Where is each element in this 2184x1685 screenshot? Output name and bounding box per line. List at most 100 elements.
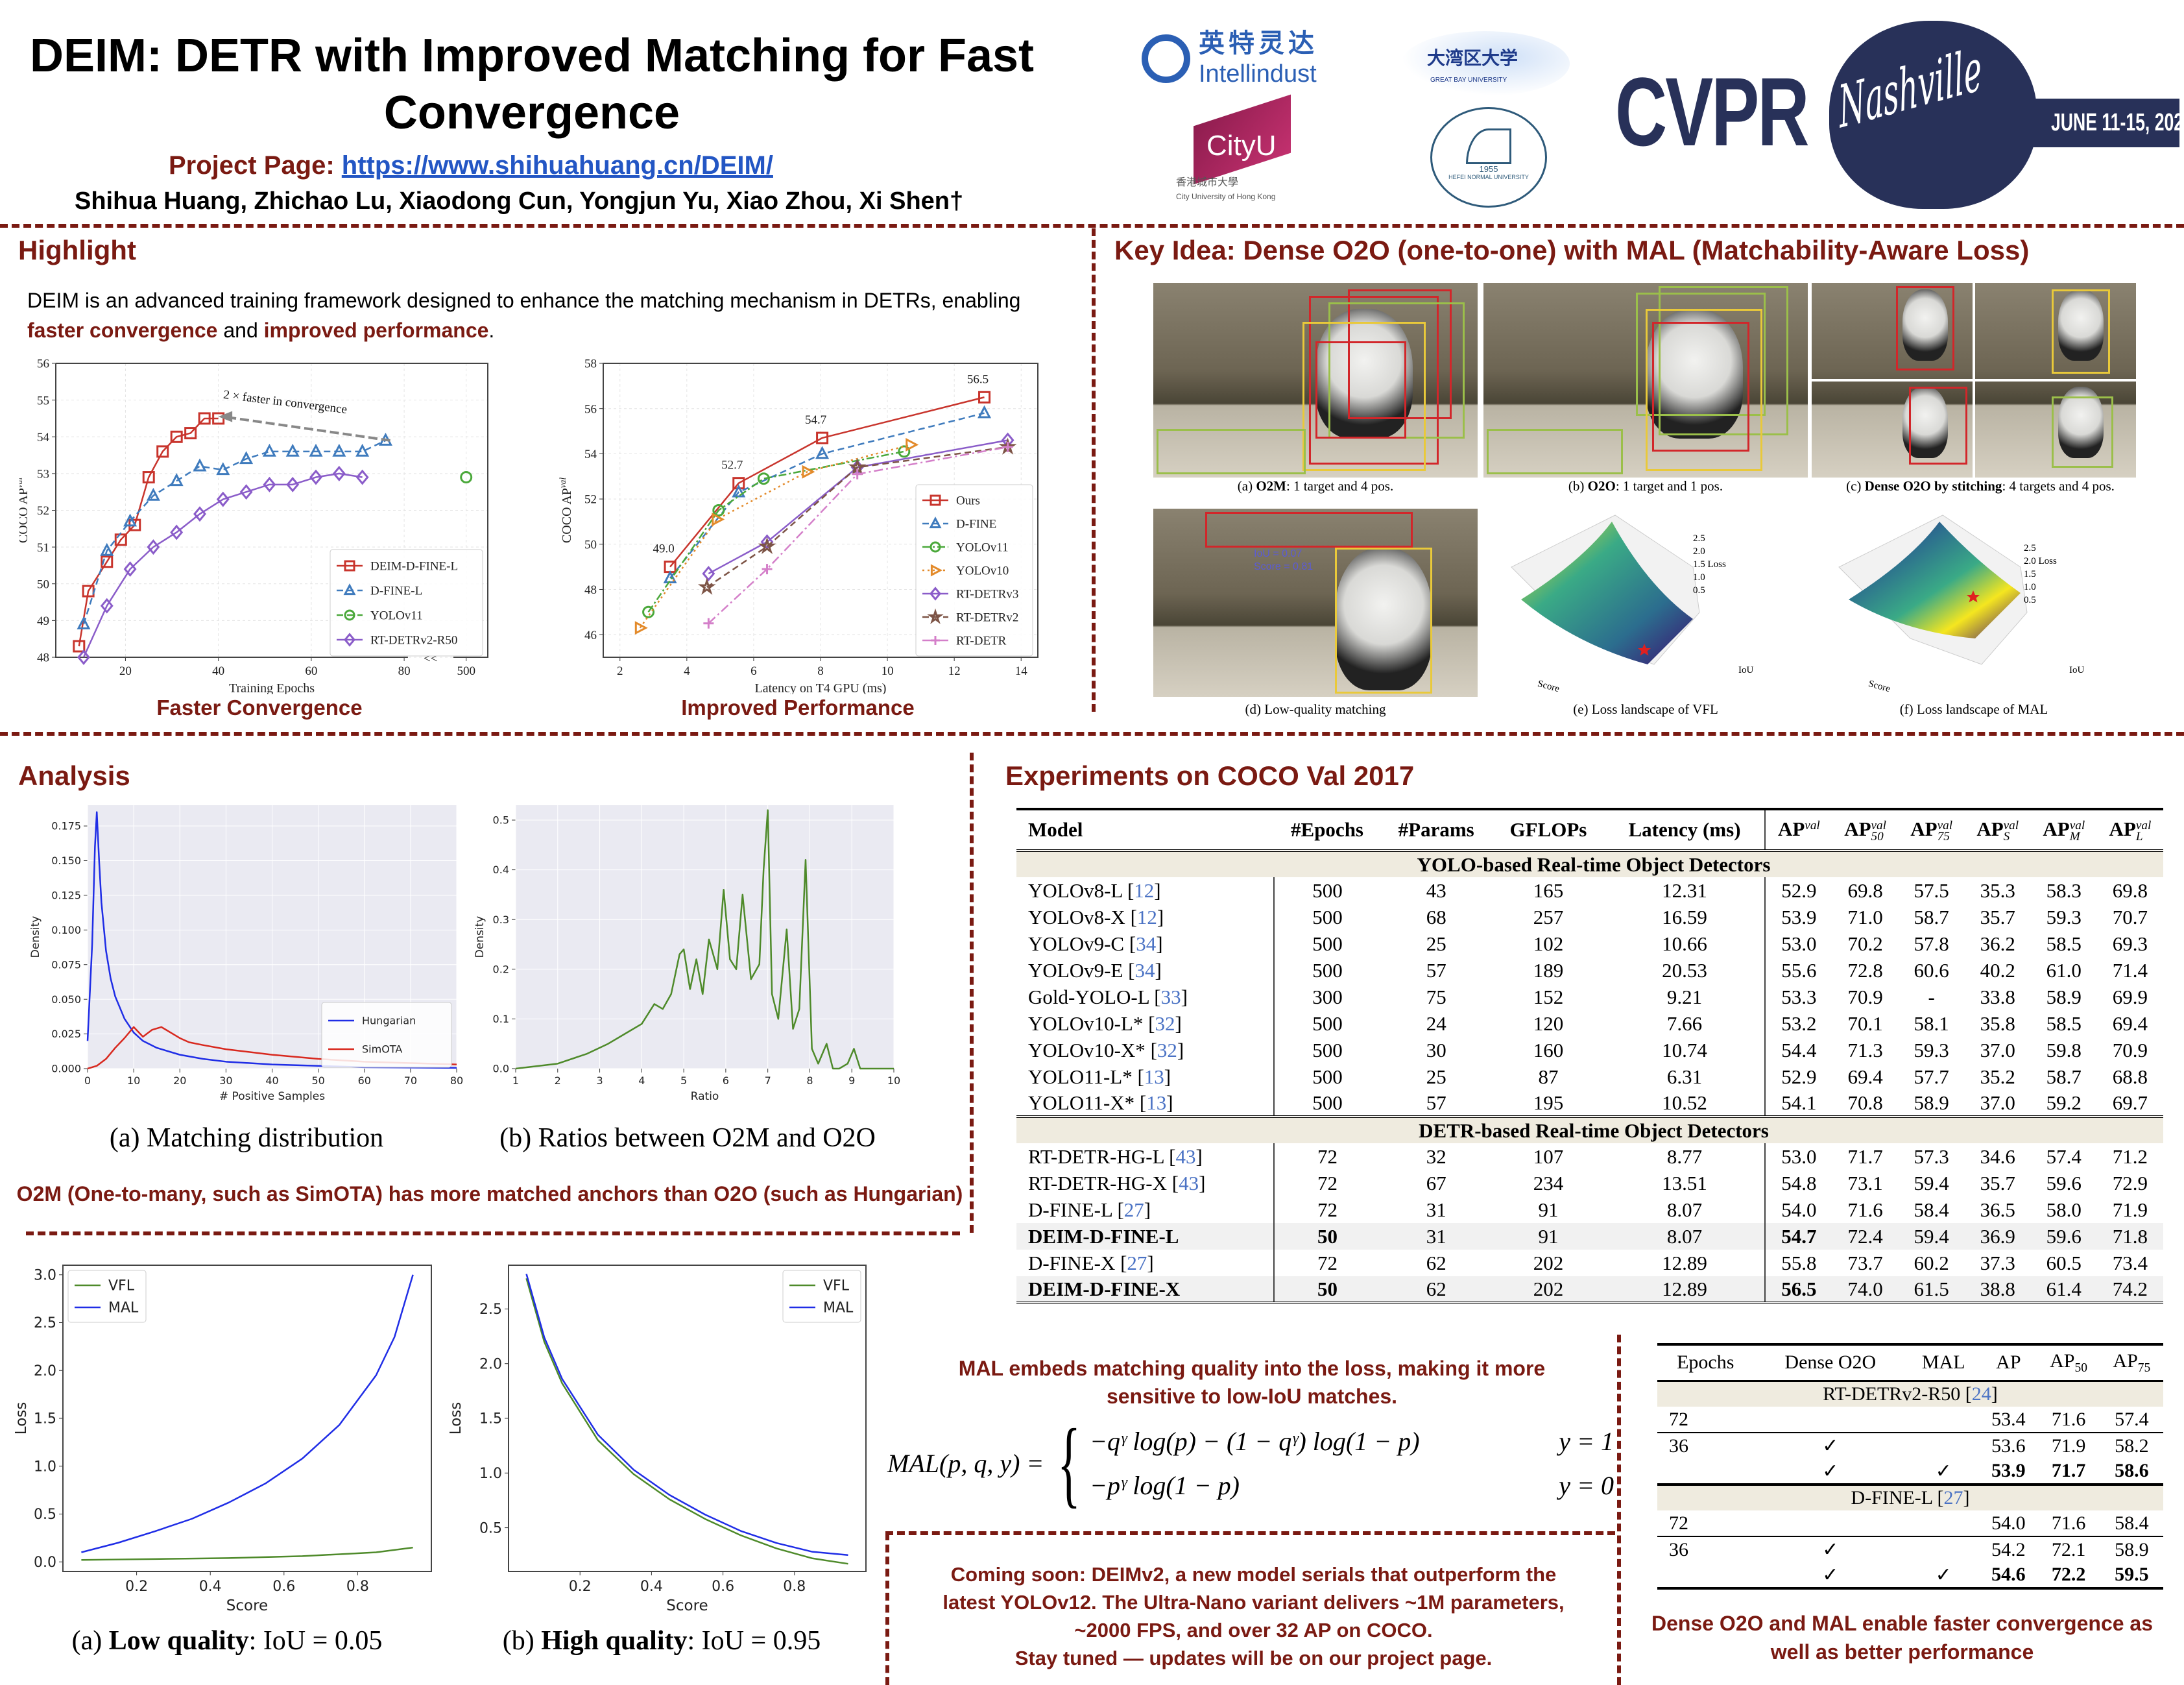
ablation-column-header: AP50 [2037, 1343, 2100, 1382]
series-yolov11 [460, 471, 473, 484]
table-cell: 37.3 [1980, 1251, 2015, 1274]
table-cell: 72.9 [2112, 1171, 2148, 1194]
table-cell: 33.8 [1980, 985, 2015, 1008]
citation-link[interactable]: 27 [1943, 1487, 1963, 1509]
ablation-table: Epochs Dense O2O MAL AP AP50 AP75 RT-DETRv2-R… [1657, 1343, 2163, 1590]
project-page: Project Page: https://www.shihuahuang.cn… [169, 151, 773, 180]
y-tick-label: 0.5 [34, 1507, 56, 1523]
matching-distribution-chart: 0.000 0.025 0.050 0.075 0.100 0.125 0.150 0.175… [29, 805, 463, 1103]
column-header: AP val L [2096, 808, 2163, 852]
x-tick-label: 2 [555, 1074, 561, 1087]
divider-mal [885, 1531, 1615, 1535]
image-o2m [1153, 283, 1478, 478]
caption-b: (b) O2O: 1 target and 1 pos. [1568, 478, 1723, 494]
table-cell: 30 [1426, 1038, 1446, 1061]
table-cell: 35.3 [1980, 879, 2015, 902]
project-page-link[interactable]: https://www.shihuahuang.cn/DEIM/ [341, 151, 773, 180]
table-cell: 69.4 [1847, 1065, 1883, 1088]
x-tick-label: 20 [173, 1074, 186, 1087]
plot-frame [603, 363, 1038, 658]
cvpr-dates: JUNE 11-15, 2025 [2051, 109, 2184, 136]
citation-link[interactable]: 27 [1123, 1198, 1144, 1221]
image-dense-o2o [1812, 283, 2136, 478]
citation-link[interactable]: 13 [1144, 1065, 1164, 1088]
table-cell: 70.8 [1832, 1090, 1899, 1118]
citation-link[interactable]: 34 [1136, 932, 1157, 955]
analysis-title: Analysis [18, 760, 130, 791]
column-header: AP val [1765, 808, 1832, 852]
y-axis-label: COCO APval [558, 478, 574, 544]
table-cell: 57 [1380, 1090, 1492, 1118]
y-tick-label: 0.0 [34, 1555, 56, 1571]
table-cell: 500 [1312, 1038, 1343, 1061]
divider-vertical-coming [885, 1533, 889, 1685]
citation-link[interactable]: 12 [1136, 905, 1157, 928]
hefei-en: HEFEI NORMAL UNIVERSITY [1448, 174, 1529, 180]
table-cell: 24 [1426, 1012, 1446, 1035]
ablation-row: ✓ ✓ 53.9 71.7 58.6 [1657, 1459, 2163, 1486]
mal-loss-surface [1838, 515, 2028, 665]
data-point [309, 469, 322, 485]
legend-marker-icon [927, 608, 944, 624]
citation-link[interactable]: 12 [1134, 879, 1155, 902]
legend: DEIM-D-FINE-L D-FINE-L YOLOv11 RT-DETRv2-R5… [330, 549, 483, 657]
legend-label: Ours [956, 494, 980, 508]
intro-text: DEIM is an advanced training framework d… [27, 289, 1021, 312]
citation-link[interactable]: 32 [1155, 1012, 1175, 1035]
citation-link[interactable]: 13 [1146, 1091, 1167, 1114]
table-cell: 59.3 [2046, 905, 2082, 928]
citation-link[interactable]: 43 [1179, 1171, 1199, 1194]
data-point [147, 539, 160, 555]
y-tick-label: 0.075 [51, 958, 81, 971]
table-cell: 53.9 [1781, 905, 1817, 928]
title-line-1: DEIM: DETR with Improved Matching for Fa… [29, 30, 1035, 82]
table-cell: 74.2 [2096, 1276, 2163, 1304]
series-line [515, 809, 894, 1070]
mal-check: ✓ [1907, 1459, 1980, 1486]
legend-label: RT-DETRv3 [956, 588, 1018, 601]
column-header: AP val M [2030, 808, 2097, 852]
group-title: DETR-based Real-time Object Detectors [1016, 1117, 2163, 1143]
project-page-label: Project Page: [169, 151, 335, 180]
table-cell: 20.53 [1604, 957, 1766, 984]
highlight-title: Highlight [18, 235, 136, 265]
table-cell: 35.7 [1980, 1171, 2015, 1194]
x-tick-label: 0.4 [199, 1579, 222, 1595]
annotation-arrow [222, 415, 390, 442]
surface-axis-labels-vfl: 2.5 2.0 1.5 Loss 1.0 0.5 [1693, 533, 1726, 596]
y-tick-label: 0.4 [493, 864, 509, 876]
legend-label: YOLOv10 [956, 564, 1009, 578]
table-cell: 6.31 [1604, 1063, 1766, 1090]
y-axis-label: Density [474, 916, 486, 958]
table-cell: 70.1 [1847, 1012, 1883, 1035]
y-tick-label: 51 [37, 541, 49, 555]
divider-vertical-bottom [1617, 1335, 1621, 1685]
table-cell: 500 [1312, 1012, 1343, 1035]
x-tick-label: 10 [882, 664, 894, 678]
legend-label: RT-DETR [956, 635, 1007, 648]
legend-label: MAL [108, 1300, 139, 1316]
legend-label: VFL [108, 1278, 135, 1294]
citation-link[interactable]: 32 [1157, 1038, 1177, 1061]
citation-link[interactable]: 27 [1127, 1251, 1147, 1274]
table-cell: 25 [1426, 1065, 1446, 1088]
citation-link[interactable]: 24 [1971, 1383, 1991, 1405]
citation-link[interactable]: 33 [1160, 985, 1181, 1008]
star-marker-icon [1638, 644, 1651, 656]
citation-link[interactable]: 34 [1134, 958, 1155, 982]
citation-link[interactable]: 43 [1175, 1145, 1196, 1168]
y-tick-label: 50 [37, 577, 49, 591]
table-cell: 72.8 [1847, 958, 1883, 982]
ablation-value: 57.4 [2115, 1408, 2149, 1430]
table-cell: 69.4 [2112, 1012, 2148, 1035]
y-tick-label: 2.0 [479, 1356, 502, 1372]
y-tick-label: 1.0 [479, 1466, 502, 1482]
caption-d: (d) Low-quality matching [1245, 701, 1386, 717]
table-cell: 73.7 [1847, 1251, 1883, 1274]
table-cell: 69.7 [2096, 1090, 2163, 1118]
table-cell: 69.3 [2112, 932, 2148, 955]
x-axis-label: Score [666, 1597, 708, 1614]
table-cell: 72 [1317, 1198, 1338, 1221]
table-cell: 87 [1538, 1065, 1559, 1088]
y-tick-label: 50 [584, 538, 597, 552]
